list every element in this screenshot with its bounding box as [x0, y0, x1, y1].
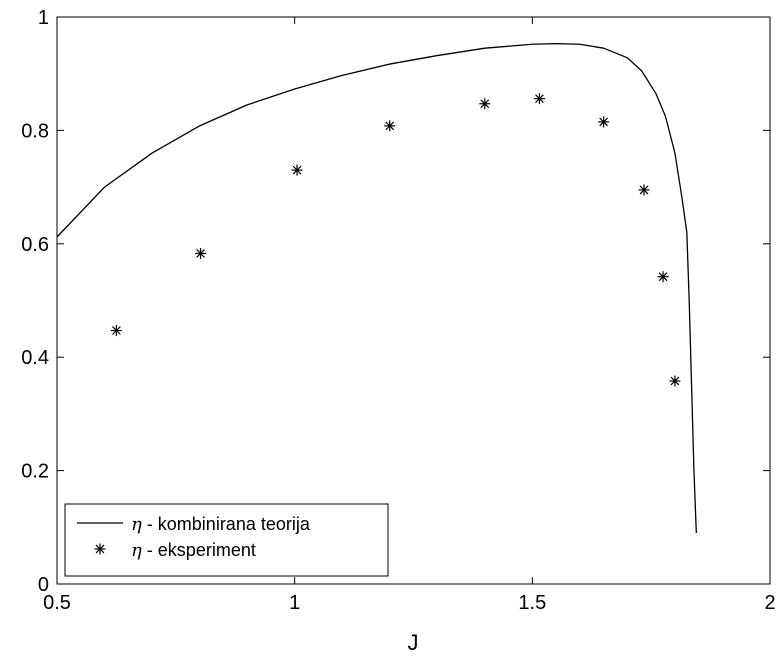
- legend-asterisk-icon: [94, 543, 106, 555]
- legend: η - kombinirana teorija η - eksperiment: [64, 503, 389, 577]
- data-point-experiment: [110, 325, 122, 337]
- x-axis-title: J: [408, 630, 419, 655]
- y-tick-label: 0.8: [21, 120, 49, 142]
- legend-theory-symbol: η: [131, 514, 142, 535]
- legend-box: [64, 503, 389, 577]
- series-line-theory: [56, 43, 697, 533]
- y-tick-label: 0.2: [21, 461, 49, 483]
- y-tick-label: 0.6: [21, 234, 49, 256]
- y-tick-label: 0: [38, 574, 49, 596]
- legend-experiment-text: - eksperiment: [142, 540, 256, 560]
- y-tick-label: 1: [38, 7, 49, 29]
- data-point-experiment: [384, 120, 396, 132]
- legend-entry-experiment: η - eksperiment: [131, 540, 256, 561]
- y-tick-label: 0.4: [21, 347, 49, 369]
- y-axis: 0 0.2 0.4 0.6 0.8 1: [21, 7, 770, 596]
- x-tick-label: 2: [764, 592, 775, 614]
- data-point-experiment: [638, 184, 650, 196]
- x-tick-label: 1.5: [518, 592, 546, 614]
- legend-marker-sample: [94, 543, 106, 555]
- data-point-experiment: [598, 116, 610, 128]
- data-point-experiment: [195, 247, 207, 259]
- legend-experiment-symbol: η: [131, 540, 142, 561]
- plot-area: [56, 16, 771, 585]
- data-point-experiment: [291, 164, 303, 176]
- data-point-experiment: [479, 98, 491, 110]
- legend-entry-theory: η - kombinirana teorija: [131, 514, 311, 535]
- x-axis: 0.5 1 1.5 2: [43, 17, 776, 614]
- data-point-experiment: [657, 271, 669, 283]
- data-point-experiment: [669, 375, 681, 387]
- data-point-experiment: [533, 93, 545, 105]
- x-tick-label: 1: [289, 592, 300, 614]
- legend-theory-text: - kombinirana teorija: [142, 514, 311, 534]
- series-layer: [56, 43, 697, 533]
- x-tick-label: 0.5: [43, 592, 71, 614]
